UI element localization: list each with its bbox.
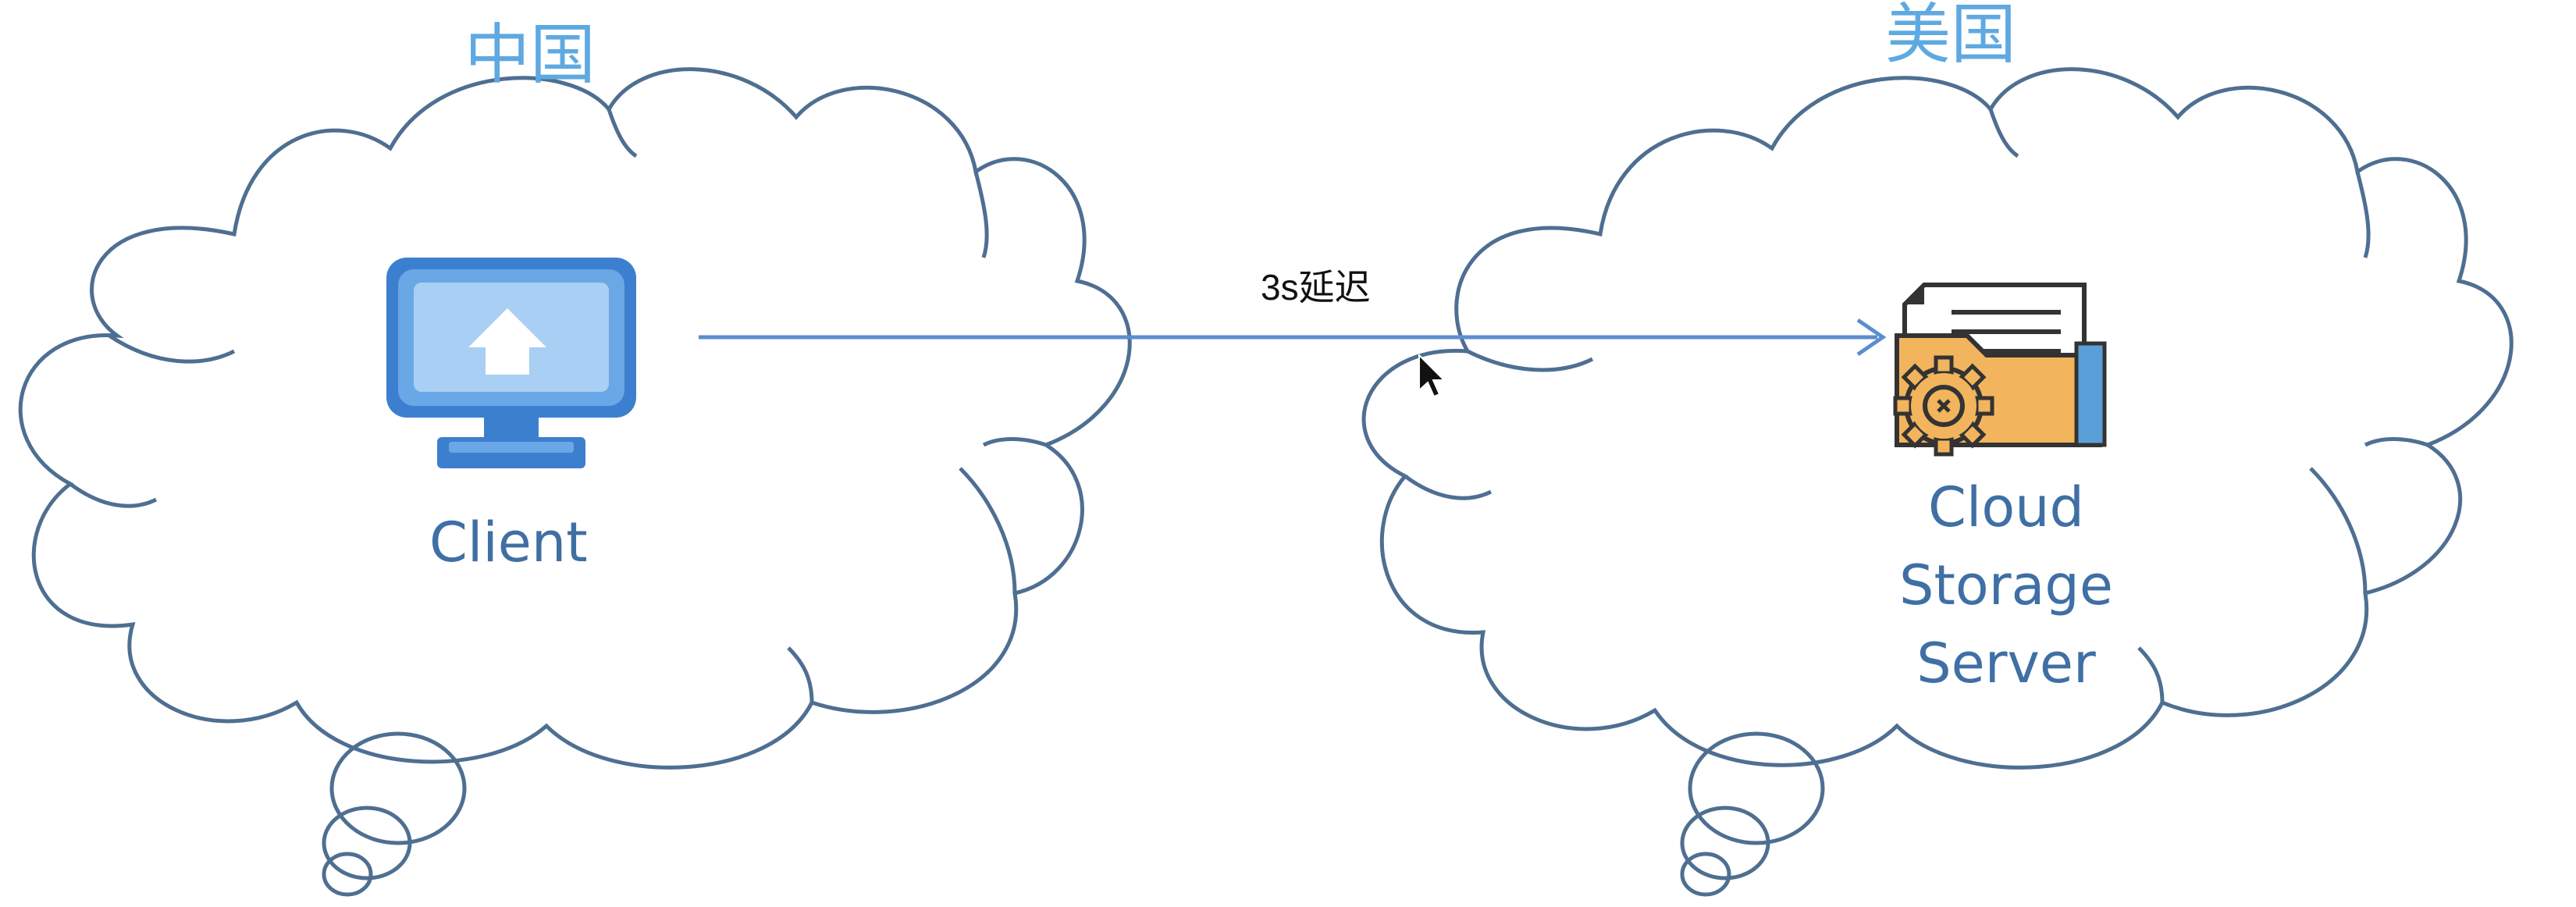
cloud-usa bbox=[1361, 67, 2514, 897]
monitor-upload-icon bbox=[386, 258, 636, 468]
region-label-usa: 美国 bbox=[1885, 0, 2017, 73]
server-label-line-3: Server bbox=[1916, 631, 2096, 695]
folder-gear-icon bbox=[1893, 283, 2107, 457]
latency-label: 3s延迟 bbox=[1261, 267, 1371, 308]
region-label-china: 中国 bbox=[464, 16, 596, 93]
cloud-china bbox=[18, 67, 1132, 897]
latency-arrow bbox=[699, 318, 1887, 357]
server-label-line-2: Storage bbox=[1899, 553, 2113, 617]
server-label: Cloud Storage Server bbox=[1811, 468, 2201, 702]
mouse-cursor-icon bbox=[1418, 353, 1446, 398]
client-label: Client bbox=[429, 510, 588, 574]
server-label-line-1: Cloud bbox=[1928, 475, 2084, 539]
